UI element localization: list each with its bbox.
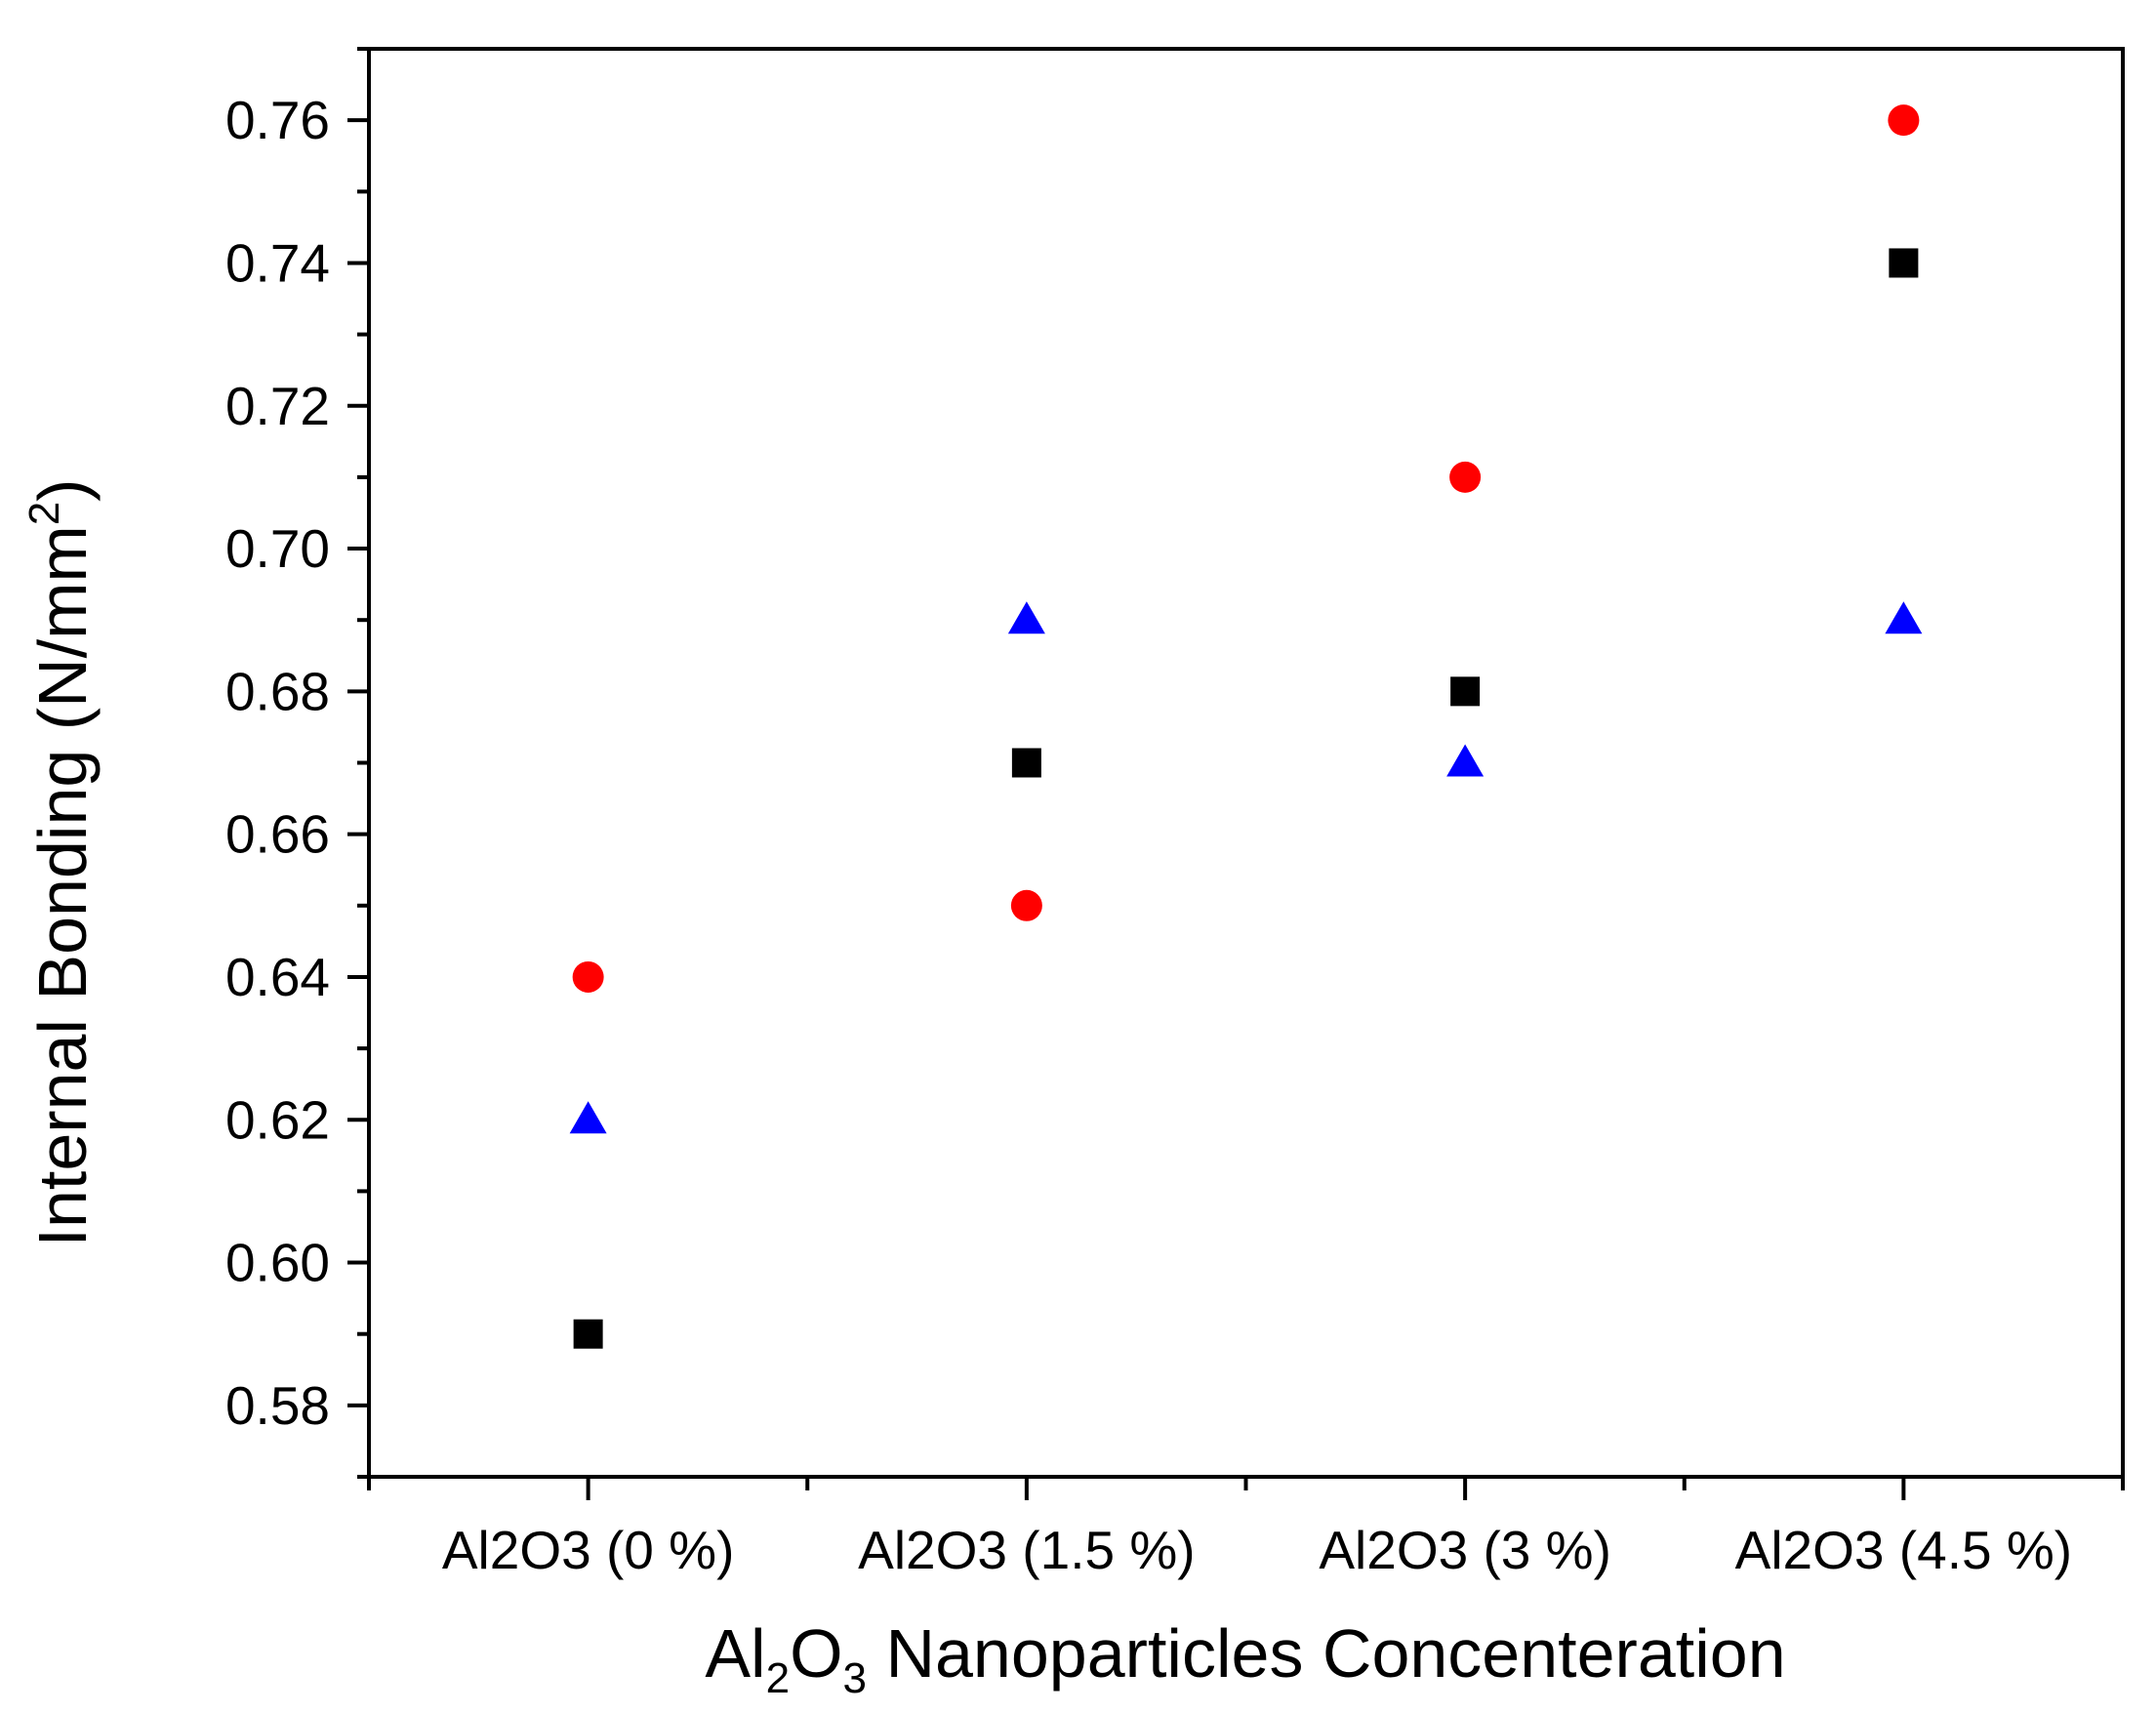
triangle-point — [569, 1101, 607, 1134]
y-tick-label: 0.72 — [225, 376, 330, 436]
axis-title-part: Internal Bonding (N/mm — [24, 525, 101, 1246]
y-axis-ticks: 0.58 0.60 0.62 0.64 0.66 0.68 0.70 0.72 0.74 0.76 — [225, 47, 369, 1479]
x-tick-label: Al2O3 (3 %) — [1319, 1520, 1611, 1580]
axis-title-part: O — [790, 1615, 842, 1692]
circle-point — [1010, 889, 1042, 921]
circle-point — [572, 960, 604, 993]
axis-title-part: Al — [705, 1615, 765, 1692]
x-tick-label: Al2O3 (0 %) — [442, 1520, 735, 1580]
y-tick-label: 0.76 — [225, 90, 330, 150]
triangle-point — [1446, 744, 1485, 777]
square-point — [1889, 248, 1919, 278]
x-axis-ticks: Al2O3 (0 %) Al2O3 (1.5 %) Al2O3 (3 %) Al2O3… — [367, 1477, 2125, 1580]
y-tick-label: 0.70 — [225, 518, 330, 579]
y-tick-label: 0.68 — [225, 661, 330, 721]
square-point — [573, 1319, 603, 1349]
triangle-point — [1885, 601, 1923, 634]
plot-frame — [367, 47, 2125, 1479]
axis-title-part: 2 — [20, 502, 68, 525]
circle-point — [1449, 461, 1482, 493]
axis-title-part: 2 — [766, 1654, 790, 1702]
y-axis-title: Internal Bonding (N/mm2) — [20, 478, 101, 1246]
x-axis-title: Al2O3 Nanoparticles Concenteration — [705, 1615, 1785, 1702]
y-tick-label: 0.62 — [225, 1089, 330, 1150]
circle-point — [1888, 104, 1920, 137]
triangle-point — [1007, 601, 1045, 634]
y-tick-label: 0.64 — [225, 947, 330, 1007]
square-point — [1450, 676, 1481, 707]
data-points — [569, 104, 1923, 1349]
square-point — [1011, 748, 1041, 778]
axis-title-part: ) — [24, 478, 101, 501]
x-tick-label: Al2O3 (4.5 %) — [1735, 1520, 2072, 1580]
axis-title-part: Nanoparticles Concenteration — [867, 1615, 1786, 1692]
y-tick-label: 0.60 — [225, 1233, 330, 1293]
x-tick-label: Al2O3 (1.5 %) — [858, 1520, 1195, 1580]
y-tick-label: 0.58 — [225, 1375, 330, 1436]
y-tick-label: 0.66 — [225, 804, 330, 865]
y-tick-label: 0.74 — [225, 232, 330, 293]
axis-title-part: 3 — [843, 1654, 867, 1702]
